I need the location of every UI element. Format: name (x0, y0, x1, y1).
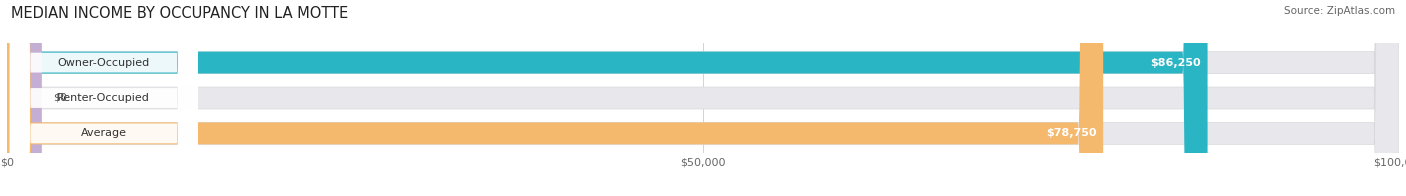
Text: Renter-Occupied: Renter-Occupied (58, 93, 150, 103)
Text: Source: ZipAtlas.com: Source: ZipAtlas.com (1284, 6, 1395, 16)
Text: Average: Average (80, 128, 127, 138)
FancyBboxPatch shape (10, 0, 198, 196)
FancyBboxPatch shape (10, 0, 198, 196)
Text: $0: $0 (53, 93, 67, 103)
FancyBboxPatch shape (7, 0, 1208, 196)
Text: Owner-Occupied: Owner-Occupied (58, 58, 150, 68)
FancyBboxPatch shape (7, 0, 1399, 196)
FancyBboxPatch shape (7, 0, 1399, 196)
Text: $86,250: $86,250 (1150, 58, 1201, 68)
FancyBboxPatch shape (7, 0, 42, 196)
FancyBboxPatch shape (7, 0, 1399, 196)
Text: MEDIAN INCOME BY OCCUPANCY IN LA MOTTE: MEDIAN INCOME BY OCCUPANCY IN LA MOTTE (11, 6, 349, 21)
FancyBboxPatch shape (10, 0, 198, 196)
Text: $78,750: $78,750 (1046, 128, 1097, 138)
FancyBboxPatch shape (7, 0, 1104, 196)
